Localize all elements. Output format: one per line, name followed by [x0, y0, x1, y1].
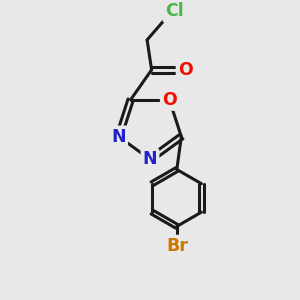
- Text: O: O: [162, 91, 177, 109]
- Text: O: O: [178, 61, 193, 79]
- Text: Cl: Cl: [165, 2, 183, 20]
- Text: N: N: [143, 150, 157, 168]
- Text: N: N: [111, 128, 126, 146]
- Text: Br: Br: [166, 237, 188, 255]
